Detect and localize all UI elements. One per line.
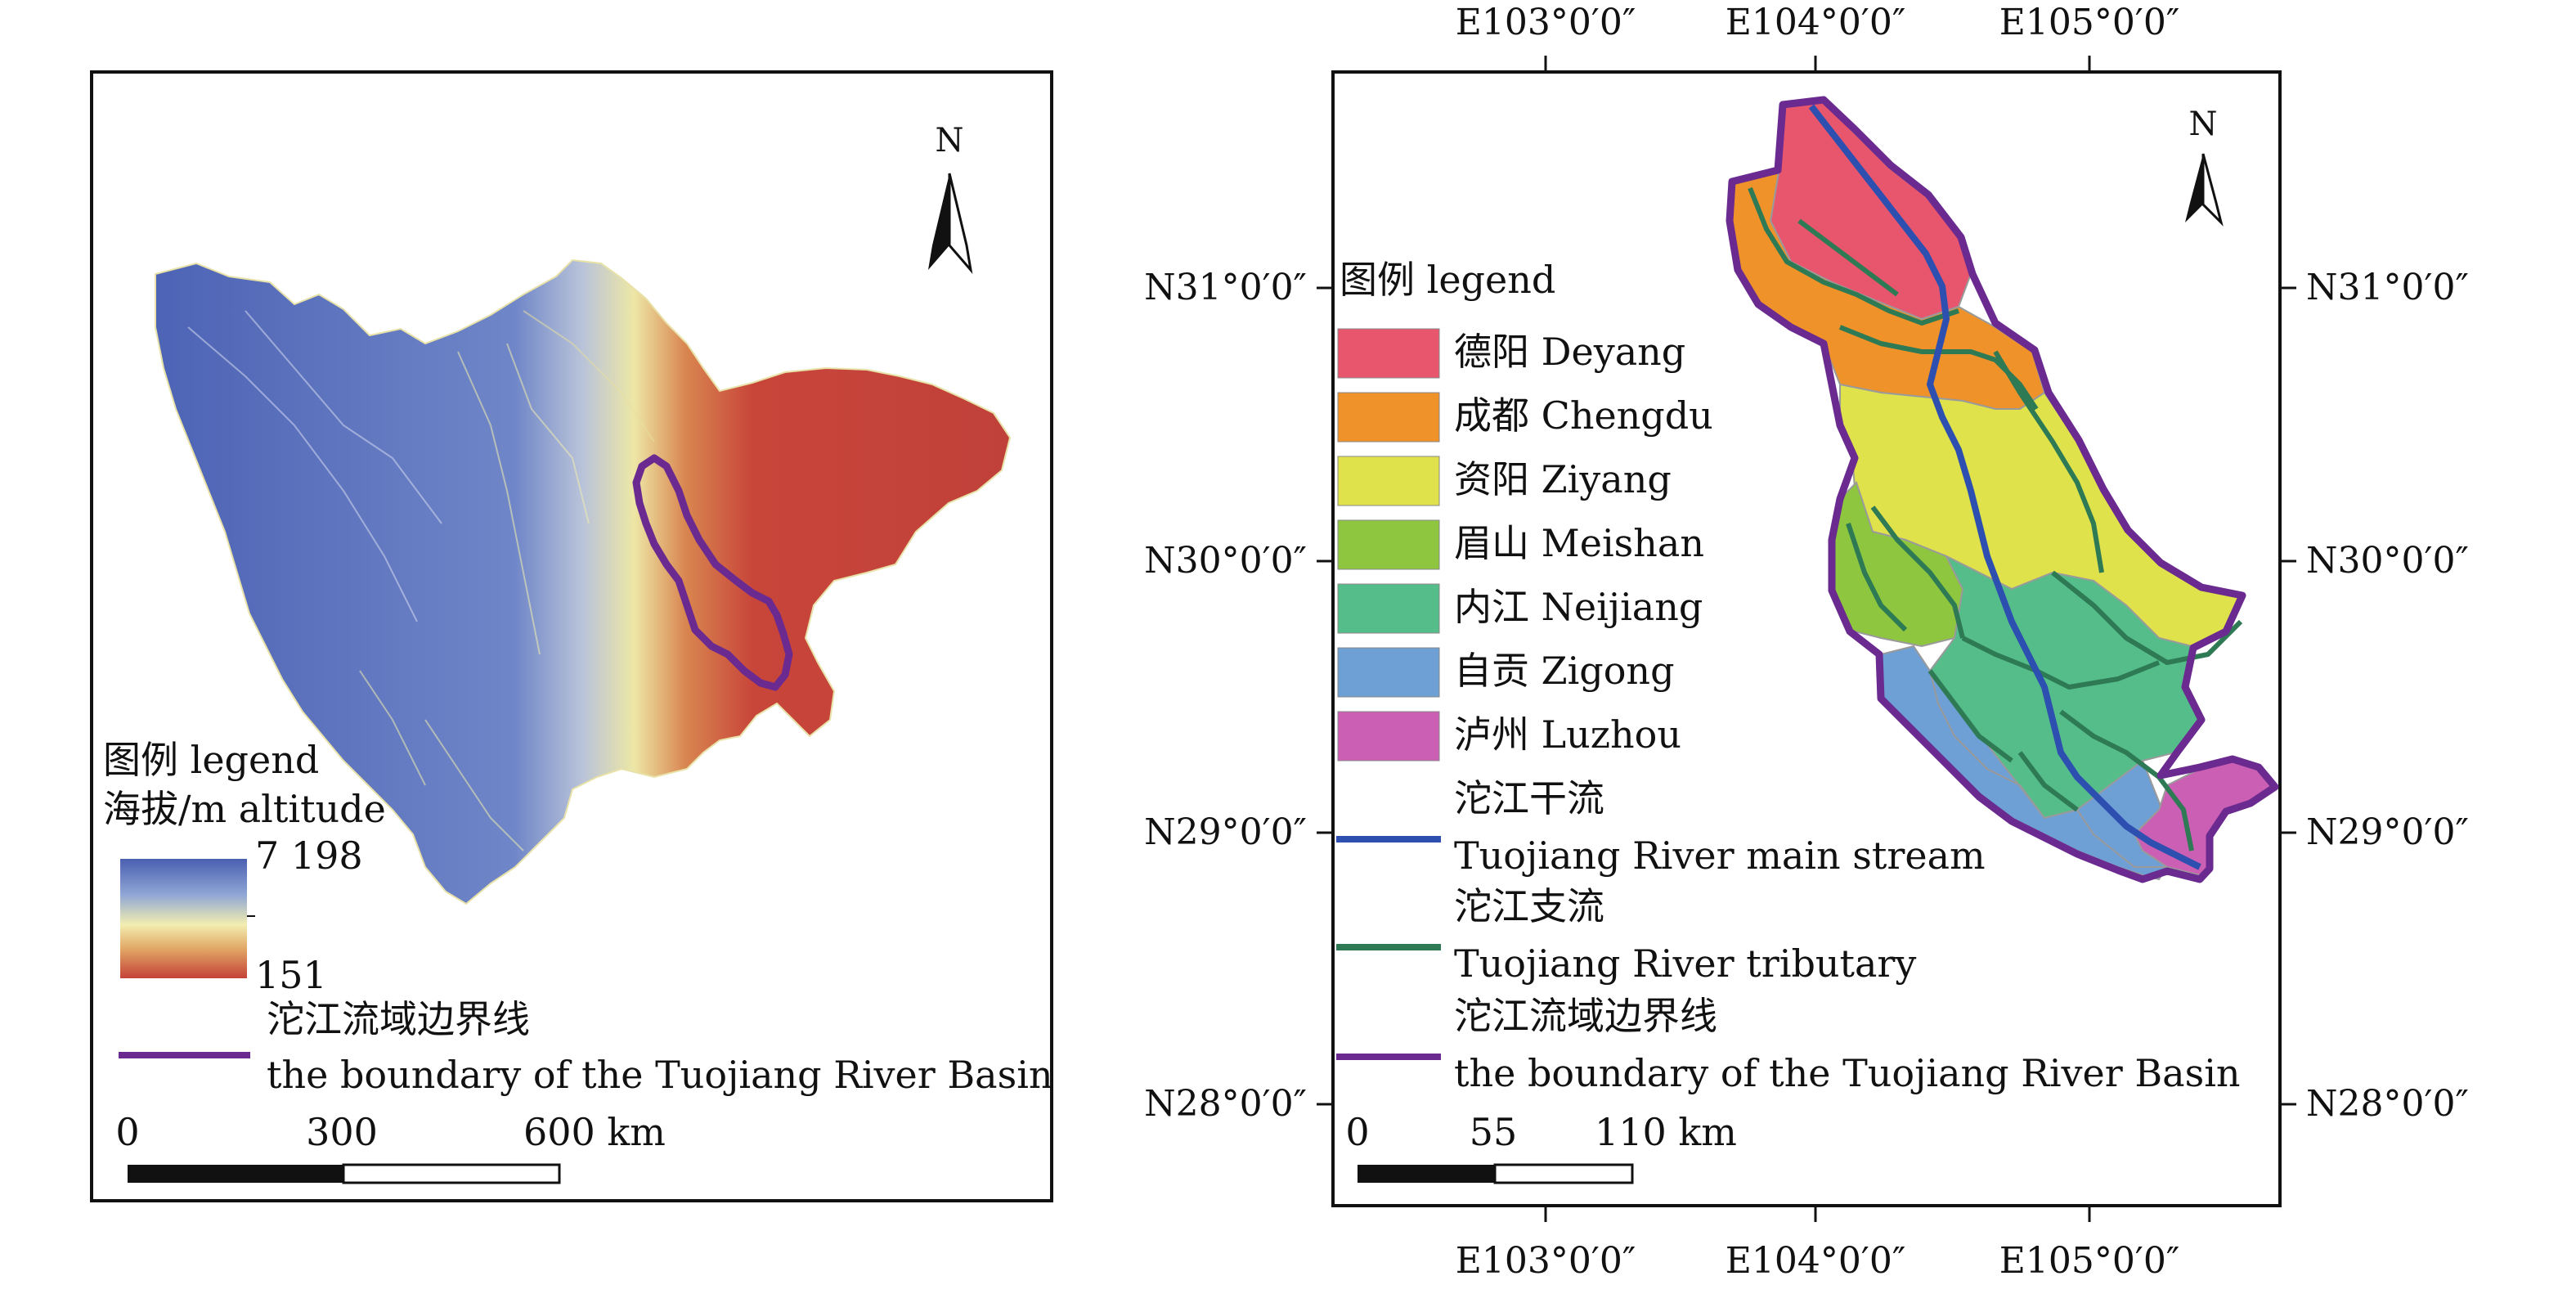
gradient-max-label: 7 198	[255, 833, 363, 878]
right-axis-ticks	[1317, 56, 2296, 1222]
legend-swatch-zigong	[1337, 647, 1440, 698]
left-scale-tick-0: 0	[115, 1110, 139, 1154]
left-boundary-label-en: the boundary of the Tuojiang River Basin	[267, 1053, 1053, 1097]
right-scale-tick-0: 0	[1345, 1110, 1369, 1154]
right-left-axis-labels: N31°0′0″ N30°0′0″ N29°0′0″ N28°0′0″	[1144, 267, 1307, 1125]
left-legend-subtitle: 海拔/m altitude	[103, 787, 386, 831]
right-top-axis-labels: E103°0′0″ E104°0′0″ E105°0′0″	[1456, 2, 2180, 43]
sichuan-terrain	[155, 258, 1012, 905]
legend-label-chengdu: 成都 Chengdu	[1454, 393, 1713, 438]
legend-label-zigong: 自贡 Zigong	[1454, 649, 1675, 693]
legend-label-neijiang: 内江 Neijiang	[1454, 585, 1703, 629]
left-boundary-label-cn: 沱江流域边界线	[267, 997, 530, 1041]
legend-label-luzhou: 泸州 Luzhou	[1454, 712, 1681, 757]
left-label-n29: N29°0′0″	[1144, 811, 1307, 853]
left-legend-title: 图例 legend	[103, 738, 319, 782]
right-scale-tick-1: 55	[1470, 1110, 1518, 1154]
gradient-min-label: 151	[255, 953, 327, 997]
right-label-n30: N30°0′0″	[2306, 540, 2469, 582]
top-label-e105: E105°0′0″	[1999, 2, 2180, 43]
legend-swatch-deyang	[1337, 328, 1440, 379]
legend-label-boundary-cn: 沱江流域边界线	[1454, 994, 1717, 1038]
right-basin-boundary	[1726, 96, 2279, 883]
left-basin-boundary	[632, 454, 793, 691]
bottom-label-e103: E103°0′0″	[1456, 1240, 1636, 1282]
left-scale-tick-2: 600 km	[523, 1110, 666, 1154]
legend-label-tributary-cn: 沱江支流	[1454, 884, 1604, 928]
left-label-n28: N28°0′0″	[1144, 1083, 1307, 1125]
altitude-gradient-bar	[120, 859, 247, 978]
legend-label-ziyang: 资阳 Ziyang	[1454, 457, 1672, 501]
left-scale-bar: 0 300 600 km	[115, 1110, 666, 1184]
legend-swatch-neijiang	[1337, 583, 1440, 634]
bottom-label-e105: E105°0′0″	[1999, 1240, 2180, 1282]
bottom-label-e104: E104°0′0″	[1726, 1240, 1906, 1282]
right-scale-tick-2: 110 km	[1595, 1110, 1737, 1154]
legend-label-tributary-en: Tuojiang River tributary	[1454, 941, 1916, 986]
top-label-e103: E103°0′0″	[1456, 2, 1636, 43]
main-stream	[1808, 104, 2201, 870]
legend-label-meishan: 眉山 Meishan	[1454, 521, 1704, 565]
basin-regions	[1728, 101, 2275, 881]
right-map: E103°0′0″ E104°0′0″ E105°0′0″ E103°0′0″ …	[1144, 2, 2469, 1282]
legend-swatch-ziyang	[1337, 456, 1440, 506]
legend-swatch-chengdu	[1337, 392, 1440, 443]
left-legend: 图例 legend 海拔/m altitude 7 198 151 沱江流域边界…	[103, 738, 1053, 1097]
legend-swatch-meishan	[1337, 519, 1440, 570]
left-scale-tick-1: 300	[306, 1110, 378, 1154]
right-bottom-axis-labels: E103°0′0″ E104°0′0″ E105°0′0″	[1456, 1240, 2180, 1282]
left-north-arrow: N	[928, 122, 973, 275]
right-north-label: N	[2189, 106, 2218, 143]
legend-label-main-stream-cn: 沱江干流	[1454, 776, 1604, 820]
left-map: N 图例 legend 海拔/m altitude 7 198 151 沱江流域…	[90, 70, 1053, 1202]
right-label-n29: N29°0′0″	[2306, 811, 2469, 853]
legend-label-boundary-en: the boundary of the Tuojiang River Basin	[1454, 1051, 2241, 1095]
top-label-e104: E104°0′0″	[1726, 2, 1906, 43]
left-label-n31: N31°0′0″	[1144, 267, 1307, 308]
legend-swatch-luzhou	[1337, 711, 1440, 762]
tributaries	[1748, 186, 2243, 851]
right-north-arrow: N	[2185, 106, 2224, 227]
left-label-n30: N30°0′0″	[1144, 540, 1307, 582]
right-right-axis-labels: N31°0′0″ N30°0′0″ N29°0′0″ N28°0′0″	[2306, 267, 2469, 1125]
right-scale-bar: 0 55 110 km	[1345, 1110, 1737, 1184]
right-label-n31: N31°0′0″	[2306, 267, 2469, 308]
legend-label-deyang: 德阳 Deyang	[1454, 330, 1685, 374]
right-legend-title: 图例 legend	[1340, 258, 1555, 302]
right-label-n28: N28°0′0″	[2306, 1083, 2469, 1125]
terrain-texture	[187, 310, 655, 851]
right-legend: 图例 legend 德阳 Deyang 成都 Chengdu 资阳 Ziyang…	[1336, 258, 2241, 1095]
legend-label-main-stream-en: Tuojiang River main stream	[1454, 833, 1986, 878]
left-north-label: N	[936, 122, 964, 160]
